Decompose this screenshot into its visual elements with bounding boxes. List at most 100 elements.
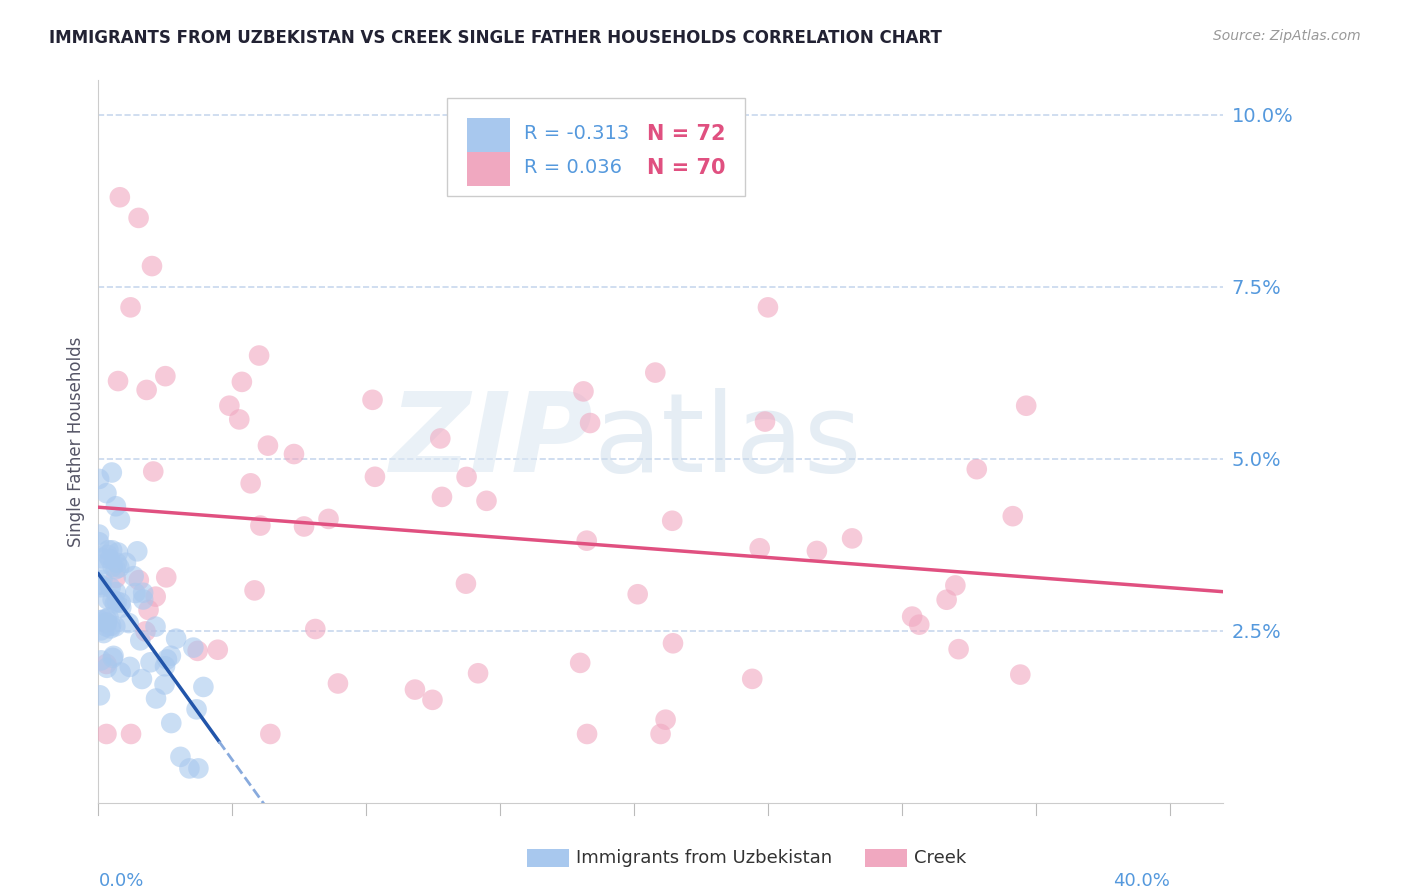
Point (132, 592, 155, 607)
Point (454, 576, 477, 591)
Point (128, 573, 150, 587)
Point (97, 548, 120, 562)
Point (326, 676, 349, 690)
Point (90, 551, 112, 566)
Point (96, 612, 118, 626)
Point (100, 622, 122, 636)
Point (249, 518, 271, 533)
Point (98, 552, 121, 566)
Point (228, 412, 250, 426)
Point (748, 541, 770, 556)
Point (108, 513, 131, 527)
FancyBboxPatch shape (467, 118, 510, 153)
Point (141, 259, 163, 273)
Point (364, 470, 387, 484)
Point (569, 656, 592, 670)
Point (756, 301, 779, 315)
FancyBboxPatch shape (447, 98, 745, 196)
Point (122, 569, 145, 583)
Point (101, 592, 124, 607)
Point (292, 519, 315, 533)
Point (131, 672, 153, 686)
Point (579, 416, 602, 430)
Point (165, 632, 187, 646)
Point (101, 650, 124, 665)
Point (90, 558, 112, 572)
Point (153, 659, 176, 673)
Point (104, 500, 127, 514)
Point (318, 512, 340, 526)
Point (128, 211, 150, 225)
Point (243, 583, 266, 598)
Point (145, 691, 167, 706)
Point (650, 727, 672, 741)
Y-axis label: Single Father Households: Single Father Households (66, 336, 84, 547)
Point (104, 596, 127, 610)
Point (572, 384, 595, 399)
Point (104, 619, 127, 633)
Point (304, 622, 326, 636)
Point (105, 594, 128, 608)
Point (124, 586, 146, 600)
Point (96, 661, 118, 675)
Point (90, 578, 112, 592)
Text: N = 72: N = 72 (647, 124, 725, 144)
Point (90, 653, 112, 667)
Point (104, 585, 127, 599)
Point (160, 648, 183, 663)
Point (101, 559, 124, 574)
Point (96, 592, 118, 607)
Point (100, 618, 122, 632)
Point (134, 624, 156, 639)
Point (87, 535, 110, 549)
Text: IMMIGRANTS FROM UZBEKISTAN VS CREEK SINGLE FATHER HOUSEHOLDS CORRELATION CHART: IMMIGRANTS FROM UZBEKISTAN VS CREEK SING… (49, 29, 942, 46)
Point (115, 556, 138, 570)
Point (89, 472, 111, 486)
Point (155, 369, 177, 384)
Point (231, 375, 253, 389)
Point (935, 592, 957, 607)
Point (100, 581, 122, 595)
FancyBboxPatch shape (467, 152, 510, 186)
Point (104, 571, 127, 585)
Point (661, 514, 683, 528)
Point (187, 761, 209, 775)
Point (627, 587, 650, 601)
Point (90, 580, 112, 594)
Point (138, 603, 160, 617)
Point (429, 432, 451, 446)
Point (257, 439, 280, 453)
Point (179, 761, 201, 775)
Point (96, 657, 118, 671)
Point (155, 570, 177, 584)
Point (467, 666, 489, 681)
Point (87, 577, 110, 591)
Point (110, 665, 132, 680)
Point (654, 713, 676, 727)
Point (475, 493, 498, 508)
Point (662, 636, 685, 650)
Point (160, 716, 183, 731)
Point (948, 642, 970, 657)
Point (90, 624, 112, 638)
Text: Creek: Creek (914, 849, 966, 867)
Point (404, 682, 426, 697)
Point (901, 609, 924, 624)
Point (96, 615, 118, 630)
Point (644, 366, 666, 380)
Point (575, 533, 598, 548)
Point (156, 652, 179, 666)
Point (101, 543, 124, 558)
Point (96, 486, 118, 500)
Point (107, 545, 129, 559)
Point (966, 462, 988, 476)
Text: 0.0%: 0.0% (98, 871, 143, 889)
Point (110, 596, 132, 610)
Point (101, 466, 124, 480)
Text: R = -0.313: R = -0.313 (523, 124, 628, 144)
Point (118, 660, 141, 674)
Point (456, 470, 478, 484)
Point (422, 693, 444, 707)
Point (96, 727, 118, 741)
Point (96, 619, 118, 633)
